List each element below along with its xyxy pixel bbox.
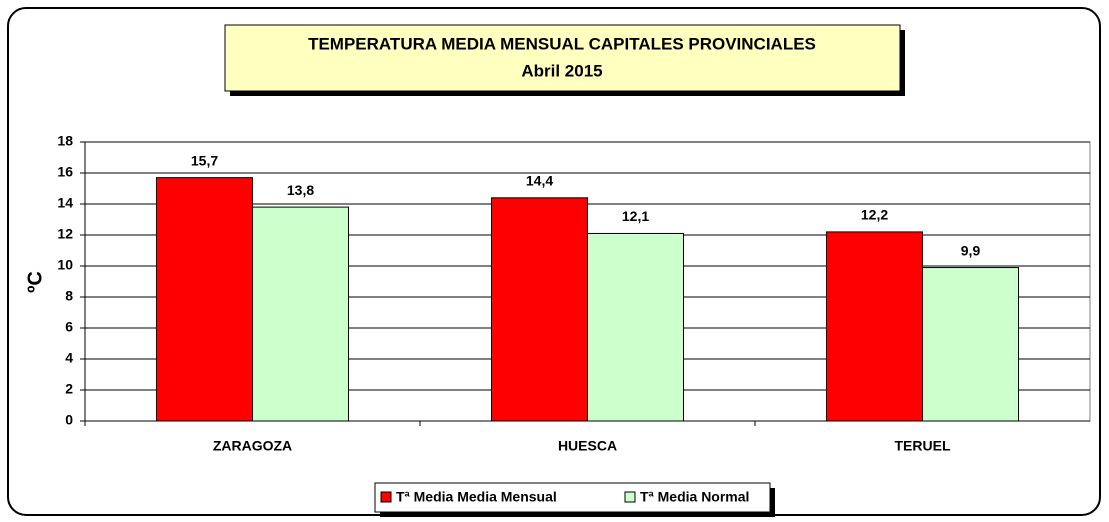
y-tick-label: 10 [57,257,73,273]
legend-label: Tª Media Normal [640,489,749,505]
bar [156,177,253,422]
legend-label: Tª Media Media Mensual [396,489,557,505]
y-tick-label: 16 [57,164,73,180]
data-label: 14,4 [526,173,553,189]
x-tick-label: TERUEL [895,438,951,454]
y-tick-label: 12 [57,226,73,242]
x-tick-label: ZARAGOZA [213,438,292,454]
legend-swatch [624,491,636,503]
data-label: 13,8 [287,182,314,198]
data-label: 12,1 [622,208,649,224]
data-label: 9,9 [961,242,981,258]
y-tick-label: 4 [65,350,73,366]
chart-subtitle: Abril 2015 [521,61,602,80]
title-box [224,24,901,92]
legend-box [374,482,771,513]
bar [922,267,1019,422]
y-axis-label: ºC [24,271,46,293]
y-tick-label: 8 [65,288,73,304]
bar [826,231,923,422]
y-tick-label: 6 [65,319,73,335]
data-label: 12,2 [861,207,888,223]
data-label: 15,7 [191,152,218,168]
bar [491,197,588,422]
x-tick-label: HUESCA [558,438,617,454]
y-tick-label: 2 [65,381,73,397]
bar [252,206,349,422]
y-tick-label: 18 [57,133,73,149]
bar [587,232,684,422]
y-tick-label: 0 [65,412,73,428]
legend-swatch [380,491,392,503]
y-tick-label: 14 [57,195,73,211]
chart-title: TEMPERATURA MEDIA MENSUAL CAPITALES PROV… [308,34,816,53]
